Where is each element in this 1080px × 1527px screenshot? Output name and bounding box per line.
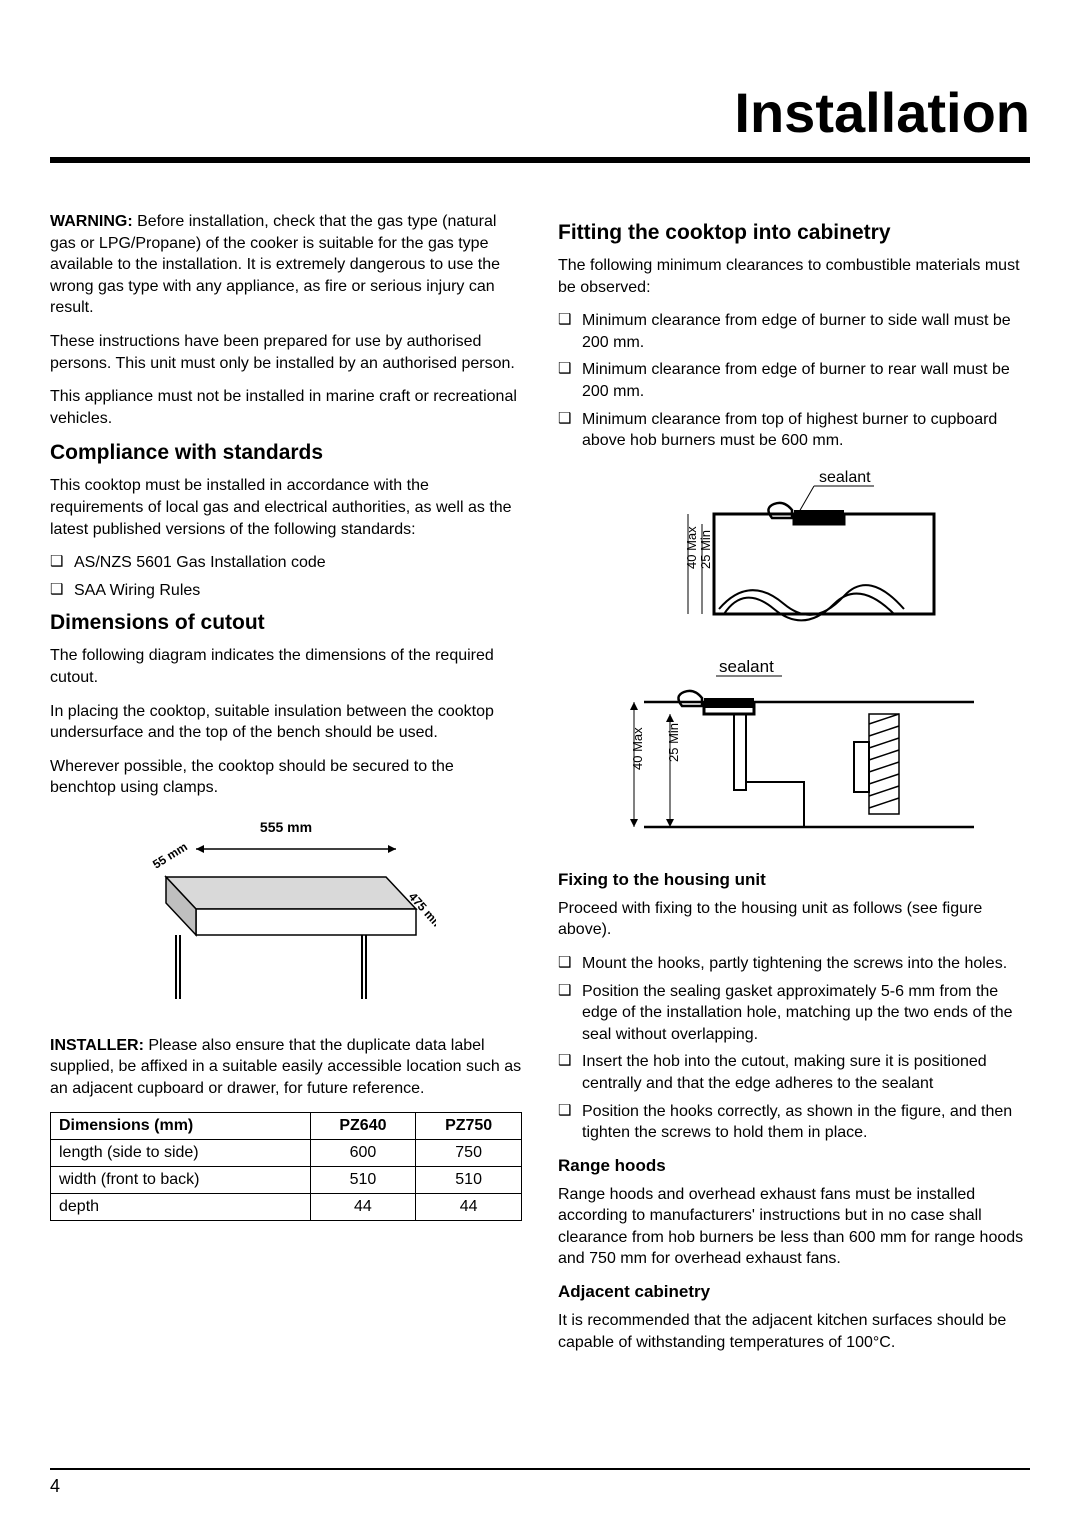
table-cell: 510 — [310, 1166, 416, 1193]
cutout-width-label: 555 mm — [116, 819, 456, 835]
sealant-figure-2: sealant — [558, 652, 1030, 852]
compliance-paragraph: This cooktop must be installed in accord… — [50, 475, 522, 540]
adjacent-paragraph: It is recommended that the adjacent kitc… — [558, 1310, 1030, 1353]
marine-paragraph: This appliance must not be installed in … — [50, 386, 522, 429]
cutout-svg: 55 mm 475 mm — [116, 839, 436, 1009]
list-item: Minimum clearance from edge of burner to… — [558, 359, 1030, 402]
table-row: length (side to side) 600 750 — [51, 1139, 522, 1166]
table-cell: 44 — [416, 1193, 522, 1220]
list-item: Insert the hob into the cutout, making s… — [558, 1051, 1030, 1094]
footer: 4 — [50, 1468, 1030, 1497]
dim-40max: 40 Max — [684, 526, 699, 569]
adjacent-heading: Adjacent cabinetry — [558, 1282, 1030, 1302]
installer-label: INSTALLER: — [50, 1037, 144, 1054]
cutout-diagram: 555 mm 55 mm 475 mm — [116, 819, 456, 1009]
dimensions-p1: The following diagram indicates the dime… — [50, 645, 522, 688]
table-cell: 750 — [416, 1139, 522, 1166]
table-cell: 44 — [310, 1193, 416, 1220]
sealant-svg-1: sealant 40 Max 25 Min — [644, 464, 944, 634]
table-cell: length (side to side) — [51, 1139, 311, 1166]
warning-paragraph: WARNING: Before installation, check that… — [50, 211, 522, 319]
sealant-label-2: sealant — [719, 657, 774, 676]
compliance-heading: Compliance with standards — [50, 441, 522, 465]
table-header: Dimensions (mm) — [51, 1112, 311, 1139]
fixing-list: Mount the hooks, partly tightening the s… — [558, 953, 1030, 1144]
dimensions-table: Dimensions (mm) PZ640 PZ750 length (side… — [50, 1112, 522, 1221]
warning-label: WARNING: — [50, 213, 133, 230]
left-column: WARNING: Before installation, check that… — [50, 211, 522, 1365]
title-rule — [50, 157, 1030, 163]
dimensions-p3: Wherever possible, the cooktop should be… — [50, 756, 522, 799]
table-row: width (front to back) 510 510 — [51, 1166, 522, 1193]
content-columns: WARNING: Before installation, check that… — [50, 211, 1030, 1365]
range-heading: Range hoods — [558, 1156, 1030, 1176]
dim-25min-2: 25 Min — [666, 723, 681, 762]
dimensions-p2: In placing the cooktop, suitable insulat… — [50, 701, 522, 744]
list-item: Minimum clearance from top of highest bu… — [558, 409, 1030, 452]
table-cell: 600 — [310, 1139, 416, 1166]
list-item: Position the hooks correctly, as shown i… — [558, 1101, 1030, 1144]
fitting-heading: Fitting the cooktop into cabinetry — [558, 221, 1030, 245]
table-cell: width (front to back) — [51, 1166, 311, 1193]
list-item: SAA Wiring Rules — [50, 580, 522, 602]
authorised-paragraph: These instructions have been prepared fo… — [50, 331, 522, 374]
footer-rule — [50, 1468, 1030, 1470]
list-item: AS/NZS 5601 Gas Installation code — [50, 552, 522, 574]
list-item: Position the sealing gasket approximatel… — [558, 981, 1030, 1046]
right-column: Fitting the cooktop into cabinetry The f… — [558, 211, 1030, 1365]
list-item: Mount the hooks, partly tightening the s… — [558, 953, 1030, 975]
page-number: 4 — [50, 1476, 1030, 1497]
installer-paragraph: INSTALLER: Please also ensure that the d… — [50, 1035, 522, 1100]
dim-25min: 25 Min — [698, 530, 713, 569]
compliance-list: AS/NZS 5601 Gas Installation code SAA Wi… — [50, 552, 522, 601]
dim-40max-2: 40 Max — [630, 727, 645, 770]
sealant-svg-2: sealant — [604, 652, 984, 852]
table-cell: 510 — [416, 1166, 522, 1193]
dimensions-heading: Dimensions of cutout — [50, 611, 522, 635]
fitting-list: Minimum clearance from edge of burner to… — [558, 310, 1030, 452]
fixing-p1: Proceed with fixing to the housing unit … — [558, 898, 1030, 941]
table-row: depth 44 44 — [51, 1193, 522, 1220]
table-header: PZ640 — [310, 1112, 416, 1139]
range-paragraph: Range hoods and overhead exhaust fans mu… — [558, 1184, 1030, 1270]
page-title: Installation — [50, 80, 1030, 145]
fitting-p1: The following minimum clearances to comb… — [558, 255, 1030, 298]
cutout-corner-label: 55 mm — [150, 839, 190, 871]
list-item: Minimum clearance from edge of burner to… — [558, 310, 1030, 353]
sealant-figure-1: sealant 40 Max 25 Min — [558, 464, 1030, 634]
table-cell: depth — [51, 1193, 311, 1220]
table-header-row: Dimensions (mm) PZ640 PZ750 — [51, 1112, 522, 1139]
sealant-label: sealant — [819, 469, 871, 486]
fixing-heading: Fixing to the housing unit — [558, 870, 1030, 890]
table-header: PZ750 — [416, 1112, 522, 1139]
